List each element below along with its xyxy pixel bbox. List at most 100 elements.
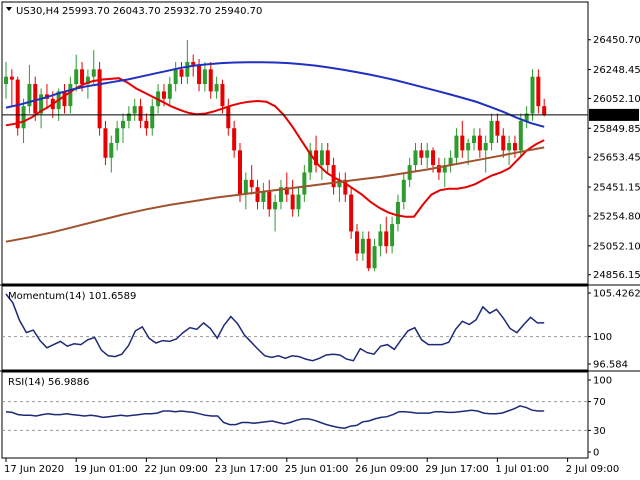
candle-body bbox=[536, 76, 541, 107]
candle-body bbox=[249, 179, 254, 188]
candle-body bbox=[255, 187, 260, 202]
candle-body bbox=[296, 194, 301, 210]
candle bbox=[103, 120, 108, 166]
candle-body bbox=[290, 194, 295, 210]
candle-body bbox=[501, 135, 506, 151]
current-price-label: 25940.70 bbox=[591, 110, 639, 121]
dropdown-triangle-icon[interactable] bbox=[6, 7, 12, 11]
candle-body bbox=[33, 84, 38, 114]
x-tick-label: 26 Jun 09:00 bbox=[355, 464, 419, 475]
candle bbox=[167, 76, 172, 107]
candle bbox=[4, 61, 8, 99]
candle bbox=[27, 64, 32, 114]
candle bbox=[302, 165, 307, 202]
candle bbox=[319, 143, 324, 180]
candle bbox=[425, 143, 430, 169]
candle-body bbox=[360, 238, 365, 254]
ohlc-label: 25993.70 26043.70 25932.70 25940.70 bbox=[62, 6, 262, 17]
candle bbox=[9, 69, 14, 107]
candle bbox=[366, 231, 371, 272]
candle-body bbox=[21, 106, 26, 129]
candle-body bbox=[15, 79, 20, 129]
candle-body bbox=[413, 150, 418, 166]
candle bbox=[284, 172, 289, 202]
candle bbox=[489, 113, 494, 151]
candle bbox=[501, 128, 506, 158]
candle-body bbox=[121, 120, 125, 129]
candle-body bbox=[314, 150, 319, 166]
rsi-pane[interactable] bbox=[1, 371, 589, 459]
candle bbox=[150, 98, 155, 136]
candle bbox=[109, 135, 114, 173]
candle-body bbox=[150, 106, 155, 129]
candle bbox=[442, 157, 447, 188]
candle-body bbox=[208, 69, 213, 92]
candle bbox=[314, 135, 319, 173]
price-pane[interactable] bbox=[1, 1, 589, 285]
candle-body bbox=[191, 61, 196, 65]
candle bbox=[390, 216, 395, 254]
candle-body bbox=[308, 150, 313, 173]
ma-slow-line bbox=[5, 146, 545, 243]
candle bbox=[395, 194, 400, 232]
ma-mid-line bbox=[5, 61, 545, 128]
candle-body bbox=[27, 84, 32, 107]
x-tick-label: 2 Jul 09:00 bbox=[566, 464, 620, 475]
candle bbox=[33, 76, 38, 121]
candle-body bbox=[425, 150, 430, 158]
rsi-line bbox=[5, 405, 545, 429]
candle-body bbox=[220, 84, 225, 107]
candle-body bbox=[530, 76, 535, 114]
candle bbox=[349, 187, 354, 239]
y-tick-label: 26248.45 bbox=[593, 65, 640, 76]
candle bbox=[62, 84, 67, 114]
candle bbox=[15, 76, 20, 136]
candle bbox=[126, 106, 131, 129]
candle-body bbox=[355, 231, 359, 254]
candle bbox=[542, 98, 547, 117]
x-tick-label: 23 Jun 17:00 bbox=[215, 464, 279, 475]
y-tick-label: 26052.10 bbox=[593, 94, 640, 105]
candle bbox=[518, 113, 523, 158]
candle bbox=[132, 98, 137, 121]
momentum-pane[interactable] bbox=[1, 285, 589, 371]
candle-body bbox=[495, 120, 500, 136]
candle bbox=[278, 179, 283, 210]
x-tick-label: 29 Jun 17:00 bbox=[425, 464, 489, 475]
candle-body bbox=[62, 91, 67, 107]
candle-body bbox=[4, 76, 8, 85]
candle-body bbox=[384, 231, 389, 247]
candle-body bbox=[91, 69, 96, 77]
candle-body bbox=[144, 120, 149, 129]
candle-body bbox=[185, 61, 190, 77]
moving-averages-layer bbox=[5, 61, 545, 243]
y-tick-label: 25451.15 bbox=[593, 183, 640, 194]
candle bbox=[495, 113, 500, 143]
x-tick-label: 1 Jul 01:00 bbox=[495, 464, 549, 475]
candle bbox=[144, 113, 149, 136]
candle-body bbox=[197, 64, 202, 85]
y-tick-label: 25849.85 bbox=[593, 124, 640, 135]
candle bbox=[460, 120, 465, 158]
candle bbox=[477, 128, 482, 158]
candle bbox=[173, 61, 178, 92]
candle bbox=[290, 179, 295, 217]
y-tick-label: 0 bbox=[593, 448, 599, 459]
candle-body bbox=[80, 69, 85, 85]
candle bbox=[273, 194, 278, 232]
candle-body bbox=[366, 238, 371, 269]
candle-body bbox=[454, 135, 459, 158]
candle-body bbox=[85, 76, 90, 85]
x-axis: 17 Jun 2020 19 Jun 01:00 22 Jun 09:00 23 Ju… bbox=[4, 458, 619, 475]
y-tick-label: 100 bbox=[593, 376, 612, 387]
candle-body bbox=[390, 224, 395, 247]
candle-body bbox=[202, 69, 207, 85]
candle bbox=[472, 128, 476, 151]
candle bbox=[208, 61, 213, 99]
candle bbox=[360, 231, 365, 261]
candle bbox=[343, 172, 348, 202]
candle-body bbox=[524, 113, 529, 121]
candle-body bbox=[126, 113, 131, 121]
candle-body bbox=[173, 69, 178, 85]
